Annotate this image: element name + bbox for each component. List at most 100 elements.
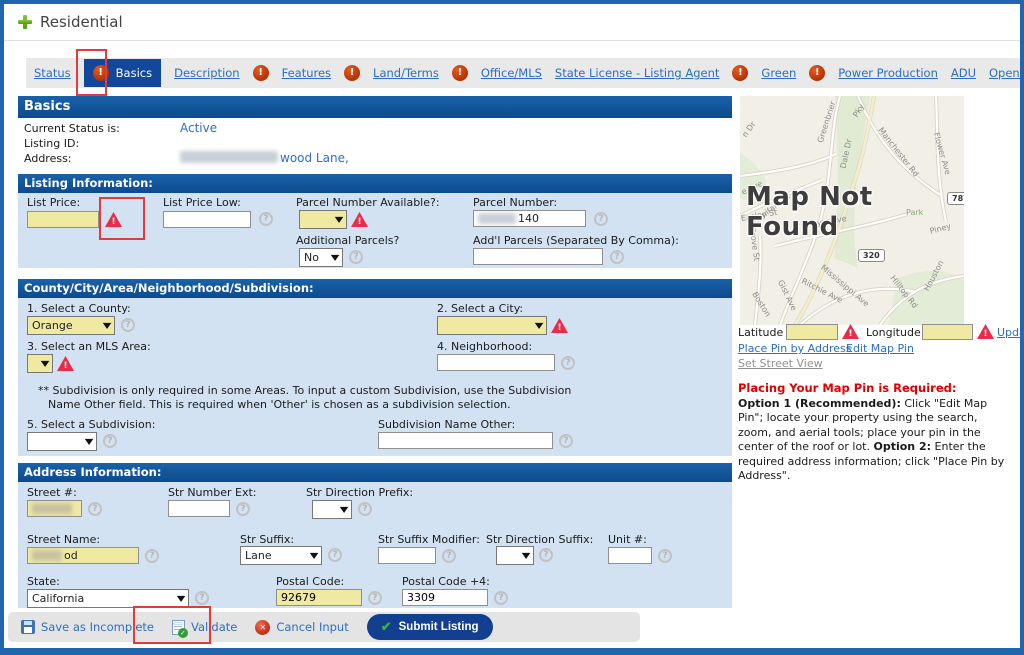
neighborhood-label: 4. Neighborhood: xyxy=(437,340,533,353)
list-price-label: List Price: xyxy=(27,196,81,209)
warning-icon: ! xyxy=(344,65,361,81)
help-icon[interactable]: ? xyxy=(539,548,553,562)
str-suffix-modifier-input[interactable] xyxy=(378,547,436,564)
unit-label: Unit #: xyxy=(608,533,647,546)
subdivision-other-input[interactable] xyxy=(378,432,553,449)
str-suffix-select[interactable]: Lane ▼ xyxy=(240,546,322,565)
validate-button[interactable]: ✓ Validate xyxy=(171,619,237,638)
warning-icon: ! xyxy=(252,65,269,81)
city-label: 2. Select a City: xyxy=(437,302,524,315)
tab-open-house[interactable]: Open House - Caravan xyxy=(989,66,1020,80)
state-select[interactable]: California ▼ xyxy=(27,589,189,608)
tab-status[interactable]: Status xyxy=(34,66,71,80)
subdivision-select[interactable]: ▼ xyxy=(27,432,97,451)
redacted-street-number xyxy=(32,503,72,514)
help-icon[interactable]: ? xyxy=(349,250,363,264)
tab-office-mls[interactable]: Office/MLS xyxy=(480,66,542,80)
addl-parcels-label: Add'l Parcels (Separated By Comma): xyxy=(473,234,679,247)
longitude-label: Longitude xyxy=(866,326,921,339)
mls-area-select[interactable]: ▼ xyxy=(27,354,53,373)
tab-adu[interactable]: ADU xyxy=(950,66,976,80)
tab-land-terms[interactable]: Land/Terms xyxy=(373,66,439,80)
tab-green[interactable]: Green xyxy=(761,66,797,80)
map-not-found-text: Map Not Found xyxy=(746,182,873,242)
neighborhood-input[interactable] xyxy=(437,354,555,371)
basics-section-header: Basics xyxy=(18,96,732,118)
help-icon[interactable]: ? xyxy=(559,434,573,448)
help-icon[interactable]: ? xyxy=(121,318,135,332)
option1-text: Click "Edit Map Pin"; locate your proper… xyxy=(738,396,988,454)
postal-code-input[interactable] xyxy=(276,589,362,606)
str-number-ext-input[interactable] xyxy=(168,500,230,517)
postal-code4-input[interactable] xyxy=(402,589,488,606)
help-icon[interactable]: ? xyxy=(358,502,372,516)
tab-description[interactable]: Description xyxy=(174,66,240,80)
redacted-address xyxy=(180,151,278,163)
set-street-view-link[interactable]: Set Street View xyxy=(738,357,823,370)
edit-map-pin-link[interactable]: Edit Map Pin xyxy=(846,342,914,355)
tab-power-production[interactable]: Power Production xyxy=(838,66,938,80)
additional-parcels-select[interactable]: No ▼ xyxy=(299,248,343,267)
map-pin-instructions: Placing Your Map Pin is Required: Option… xyxy=(738,381,1014,484)
str-number-ext-label: Str Number Ext: xyxy=(168,486,257,499)
warning-icon: ! xyxy=(809,65,826,81)
current-status-label: Current Status is: xyxy=(24,122,120,135)
help-icon[interactable]: ? xyxy=(594,212,608,226)
postal-code-label: Postal Code: xyxy=(276,575,345,588)
chevron-down-icon: ▼ xyxy=(521,551,531,560)
street-name-input[interactable]: od xyxy=(27,547,139,564)
chevron-down-icon: ▼ xyxy=(102,321,112,330)
update-link[interactable]: Update xyxy=(997,326,1024,339)
subdivision-other-label: Subdivision Name Other: xyxy=(378,418,516,431)
help-icon[interactable]: ? xyxy=(368,591,382,605)
address-label: Address: xyxy=(24,152,72,165)
parcel-number-input[interactable]: 140 xyxy=(473,210,586,227)
addl-parcels-input[interactable] xyxy=(473,248,603,265)
tab-basics-label: Basics xyxy=(115,66,153,80)
help-icon[interactable]: ? xyxy=(195,591,209,605)
map-image: Greenbrier Dale Dr Pky Manchester Rd Flo… xyxy=(740,96,964,325)
save-as-incomplete-button[interactable]: Save as Incomplete xyxy=(21,620,154,634)
help-icon[interactable]: ? xyxy=(561,356,575,370)
chevron-down-icon: ▼ xyxy=(330,253,340,262)
chevron-down-icon: ▼ xyxy=(334,215,344,224)
help-icon[interactable]: ? xyxy=(658,549,672,563)
str-direction-prefix-select[interactable]: ▼ xyxy=(312,500,352,519)
listing-info-header: Listing Information: xyxy=(18,174,732,193)
parcel-available-select[interactable]: ▼ xyxy=(299,210,347,229)
address-section-header: Address Information: xyxy=(18,463,732,482)
validate-page-check-icon: ✓ xyxy=(171,619,188,638)
help-icon[interactable]: ? xyxy=(236,502,250,516)
option2-label: Option 2: xyxy=(873,440,932,453)
county-section-header: County/City/Area/Neighborhood/Subdivisio… xyxy=(18,279,732,298)
longitude-input[interactable] xyxy=(922,324,973,340)
help-icon[interactable]: ? xyxy=(610,250,624,264)
list-price-low-input[interactable] xyxy=(163,211,251,228)
str-direction-suffix-select[interactable]: ▼ xyxy=(496,546,534,565)
help-icon[interactable]: ? xyxy=(328,548,342,562)
street-name-label: Street Name: xyxy=(27,533,101,546)
tab-features[interactable]: Features xyxy=(281,66,332,80)
place-pin-by-address-link[interactable]: Place Pin by Address xyxy=(738,342,852,355)
help-icon[interactable]: ? xyxy=(259,212,273,226)
submit-listing-button[interactable]: ✔ Submit Listing xyxy=(366,614,493,640)
help-icon[interactable]: ? xyxy=(103,434,117,448)
help-icon[interactable]: ? xyxy=(88,502,102,516)
help-icon[interactable]: ? xyxy=(442,549,456,563)
tab-state-license[interactable]: State License - Listing Agent xyxy=(554,66,720,80)
cancel-input-button[interactable]: ✕ Cancel Input xyxy=(255,619,349,635)
city-select[interactable]: ▼ xyxy=(437,316,547,335)
street-number-input[interactable] xyxy=(27,500,82,517)
help-icon[interactable]: ? xyxy=(145,549,159,563)
warning-triangle-icon: ! xyxy=(105,212,122,227)
list-price-input[interactable] xyxy=(27,211,99,228)
chevron-down-icon: ▼ xyxy=(40,359,50,368)
tab-basics[interactable]: ! Basics xyxy=(83,59,162,87)
help-icon[interactable]: ? xyxy=(494,591,508,605)
unit-input[interactable] xyxy=(608,547,652,564)
latitude-input[interactable] xyxy=(786,324,838,340)
warning-icon: ! xyxy=(451,65,468,81)
county-select[interactable]: Orange ▼ xyxy=(27,316,115,335)
chevron-down-icon: ▼ xyxy=(84,437,94,446)
str-suffix-modifier-label: Str Suffix Modifier: xyxy=(378,533,480,546)
